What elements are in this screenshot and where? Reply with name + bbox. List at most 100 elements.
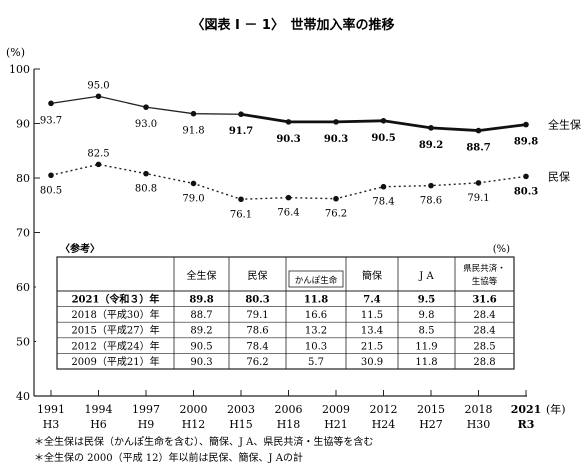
x-tick-label: 2009: [322, 403, 350, 416]
table-row-label: 2015（平成27）年: [71, 324, 159, 337]
table-cell: 28.4: [473, 326, 495, 337]
table-cell: 11.9: [415, 341, 437, 352]
series-layer: 93.7 95.0 93.0 91.8 91.7 90.3 90.3 90.5 89.2 88.7…: [40, 80, 581, 220]
table-cell: 13.4: [361, 326, 383, 337]
table-cell: 21.5: [361, 341, 383, 352]
table-header-cell: 簡保: [362, 269, 382, 282]
x-tick-sublabel: H27: [419, 418, 443, 431]
table-cell: 28.8: [473, 357, 495, 368]
data-label: 91.7: [229, 126, 253, 137]
y-tick-label: 50: [16, 336, 30, 349]
data-point: [523, 121, 529, 128]
table-cell: 11.5: [361, 310, 383, 321]
series-solid: 93.7 95.0 93.0 91.8 91.7 90.3 90.3 90.5 89.2 88.7…: [40, 80, 581, 153]
reference-table: 〈参考〉 (%) 全生保 民保 かんぽ生命 簡保 J A 県民共済・生協等 2021（令和３）年…: [36, 239, 524, 371]
table-cell: 89.8: [189, 295, 213, 306]
table-cell: 78.4: [246, 341, 268, 352]
x-tick-sublabel: H21: [324, 418, 348, 431]
table-header-cell: 生協等: [472, 276, 498, 287]
y-tick-label: 60: [16, 281, 30, 294]
data-label: 89.8: [514, 137, 538, 148]
series-dotted: 80.5 82.5 80.8 79.0 76.1 76.4 76.2 78.4 78.6 79.1…: [40, 148, 570, 220]
table-cell: 28.5: [473, 341, 495, 352]
table-cell: 11.8: [304, 295, 328, 306]
table-header-cell: 全生保: [187, 269, 217, 282]
data-point: [333, 195, 339, 202]
data-label: 76.1: [230, 209, 252, 220]
table-cell: 10.3: [305, 341, 327, 352]
table-title: 〈参考〉: [60, 242, 100, 255]
table-cell: 76.2: [246, 357, 268, 368]
y-tick-label: 100: [9, 63, 30, 76]
x-tick-sublabel: H9: [138, 418, 155, 431]
table-cell: 11.8: [415, 357, 437, 368]
table-row-label: 2018（平成30）年: [71, 308, 159, 321]
table-cell: 9.8: [419, 310, 435, 321]
series-line: [50, 163, 527, 200]
table-row-label: 2009（平成21）年: [71, 355, 159, 368]
data-label: 90.3: [324, 134, 348, 145]
footnote-1: ＊全生保は民保（かんぽ生命を含む）、簡保、J A、県民共済・生協等を含む: [34, 435, 373, 448]
data-label: 79.1: [467, 193, 489, 204]
table-cell: 80.3: [245, 295, 269, 306]
table-background: [36, 239, 524, 371]
table-cell: 89.2: [190, 326, 212, 337]
data-point: [428, 182, 434, 189]
table-cell: 88.7: [190, 310, 212, 321]
table-header-box: [288, 270, 344, 288]
data-point: [48, 172, 54, 179]
table-cell: 5.7: [308, 357, 324, 368]
data-label: 91.8: [182, 126, 204, 137]
data-point: [190, 110, 197, 117]
table-header-cell: 県民共済・: [463, 263, 506, 274]
data-label: 89.2: [419, 140, 443, 151]
data-label: 90.3: [276, 134, 300, 145]
x-tick-sublabel: H30: [467, 418, 491, 431]
x-tick-sublabel: H24: [372, 418, 396, 431]
data-point: [380, 183, 387, 190]
x-tick-label: 2006: [275, 403, 303, 416]
table-cell: 90.5: [190, 341, 212, 352]
x-tick-label: 2018: [465, 403, 493, 416]
data-point: [285, 119, 292, 125]
x-axis-unit: (年): [546, 402, 566, 416]
data-point: [285, 194, 292, 201]
x-tick-label: 1994: [85, 403, 113, 416]
y-tick-label: 80: [16, 172, 30, 185]
x-tick-sublabel: H12: [182, 418, 206, 431]
table-cell: 7.4: [363, 295, 380, 306]
table-header-cell: J A: [418, 271, 434, 282]
table-cell: 9.5: [418, 295, 435, 306]
table-unit: (%): [493, 244, 510, 255]
x-tick-label: 1997: [132, 403, 160, 416]
data-label: 80.5: [40, 185, 62, 196]
data-point: [238, 111, 244, 118]
data-point: [143, 170, 149, 177]
x-tick-sublabel: H15: [229, 418, 253, 431]
data-label: 88.7: [466, 143, 490, 154]
data-point: [523, 173, 529, 180]
x-tick-sublabel: R3: [518, 418, 535, 431]
data-point: [380, 117, 387, 124]
y-axis-unit: (%): [6, 46, 25, 59]
x-tick-sublabel: H3: [43, 418, 60, 431]
data-point: [475, 180, 482, 186]
table-cell: 16.6: [305, 310, 327, 321]
x-tick-label: 2021: [511, 403, 542, 416]
data-point: [428, 125, 434, 131]
series-name-label: 全生保: [548, 118, 581, 132]
data-label: 82.5: [87, 148, 109, 159]
y-tick-label: 70: [16, 227, 30, 240]
table-cell: 8.5: [419, 326, 435, 337]
data-label: 93.7: [40, 115, 62, 126]
data-label: 93.0: [135, 119, 157, 130]
chart-title: 〈図表 I － 1〉 世帯加入率の推移: [192, 17, 395, 33]
table-cell: 31.6: [472, 295, 496, 306]
table-cell: 90.3: [190, 357, 212, 368]
data-point: [333, 119, 339, 125]
data-point: [48, 100, 54, 107]
table-row-label: 2012（平成24）年: [71, 339, 159, 352]
data-point: [95, 161, 102, 168]
footnote-2: ＊全生保の 2000（平成 12）年以前は民保、簡保、J Aの計: [34, 451, 303, 464]
